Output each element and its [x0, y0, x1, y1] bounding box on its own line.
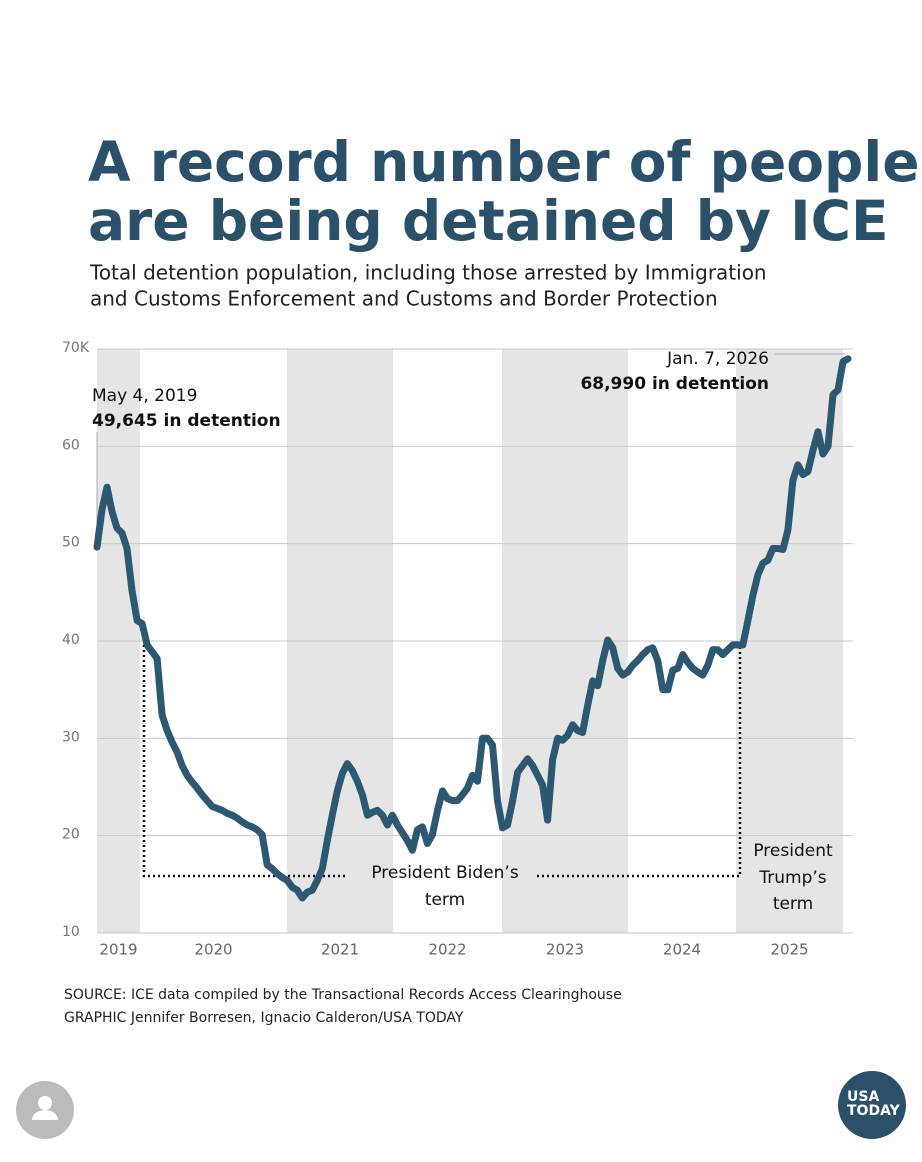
annotation: President — [753, 841, 833, 861]
logo-text: USA — [847, 1089, 879, 1105]
annotation: 49,645 in detention — [92, 411, 281, 431]
y-tick-label: 70K — [62, 340, 90, 356]
subtitle: Total detention population, including th… — [89, 261, 767, 285]
grid — [97, 348, 853, 934]
x-tick-label: 2025 — [770, 941, 808, 959]
annotation: Jan. 7, 2026 — [666, 349, 769, 369]
x-tick-label: 2021 — [321, 941, 359, 959]
source: SOURCE: ICE data compiled by the Transac… — [64, 987, 622, 1003]
chart-title: A record number of people — [88, 130, 920, 194]
annotation: term — [425, 890, 465, 910]
logo-text: TODAY — [847, 1103, 901, 1119]
annotation: May 4, 2019 — [92, 386, 197, 406]
y-tick-label: 20 — [62, 827, 80, 843]
x-tick-label: 2024 — [663, 941, 701, 959]
x-tick-label: 2019 — [99, 941, 137, 959]
y-tick-label: 30 — [62, 729, 80, 745]
annotation: term — [773, 894, 813, 914]
term-bracket — [537, 645, 742, 878]
x-tick-label: 2023 — [546, 941, 584, 959]
annotation: President Biden’s — [371, 863, 519, 883]
avatar-icon — [32, 1110, 58, 1120]
x-tick-label: 2020 — [194, 941, 232, 959]
x-tick-label: 2022 — [428, 941, 466, 959]
annotation: 68,990 in detention — [580, 374, 769, 394]
y-tick-label: 60 — [62, 437, 80, 453]
avatar-icon — [38, 1096, 52, 1110]
y-tick-label: 50 — [62, 535, 80, 551]
y-tick-label: 10 — [62, 924, 80, 940]
logo — [838, 1071, 906, 1139]
subtitle: and Customs Enforcement and Customs and … — [90, 287, 718, 311]
chart-title: are being detained by ICE — [88, 189, 889, 253]
annotation: Trump’s — [758, 868, 826, 888]
credit: GRAPHIC Jennifer Borresen, Ignacio Calde… — [64, 1010, 464, 1026]
data-line — [93, 355, 852, 902]
y-tick-label: 40 — [62, 632, 80, 648]
